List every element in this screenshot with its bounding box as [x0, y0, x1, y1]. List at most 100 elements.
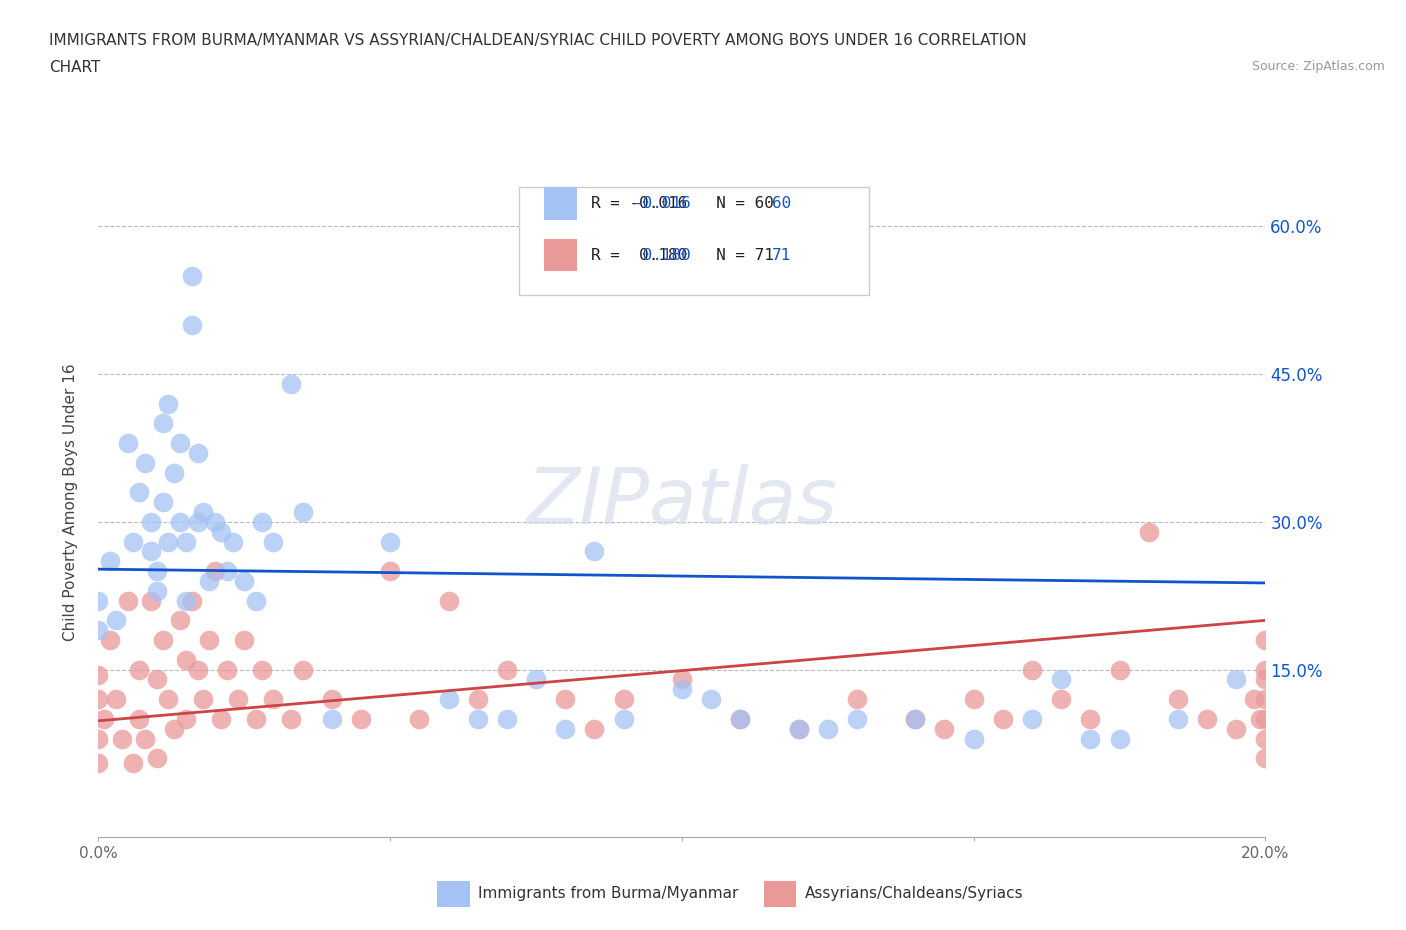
Point [467, 692, 489, 707]
Point [169, 514, 191, 529]
FancyBboxPatch shape [763, 881, 796, 908]
Text: Source: ZipAtlas.com: Source: ZipAtlas.com [1251, 60, 1385, 73]
Point [98, 632, 121, 647]
Point [174, 534, 197, 549]
Point [934, 722, 956, 737]
Point [1243, 692, 1265, 707]
Point [157, 396, 180, 411]
Point [262, 692, 284, 707]
Point [1254, 672, 1277, 687]
Point [1050, 672, 1073, 687]
Point [180, 317, 202, 332]
Text: CHART: CHART [49, 60, 101, 75]
Point [1254, 751, 1277, 765]
Point [146, 751, 169, 765]
FancyBboxPatch shape [519, 188, 869, 295]
Point [1167, 692, 1189, 707]
Point [187, 445, 209, 460]
Point [134, 456, 156, 471]
Point [128, 485, 150, 499]
Point [111, 731, 134, 746]
Point [962, 692, 984, 707]
Point [845, 692, 868, 707]
Point [204, 564, 226, 578]
Point [157, 692, 180, 707]
Point [1225, 722, 1247, 737]
Point [128, 662, 150, 677]
Point [728, 711, 751, 726]
Point [122, 756, 145, 771]
Point [408, 711, 430, 726]
Text: 0.180: 0.180 [633, 247, 690, 262]
Point [1167, 711, 1189, 726]
Point [962, 731, 984, 746]
Point [146, 672, 169, 687]
Point [554, 692, 576, 707]
Point [146, 583, 169, 598]
Text: ZIPatlas: ZIPatlas [526, 464, 838, 540]
Point [845, 711, 868, 726]
Point [233, 632, 256, 647]
Point [174, 652, 197, 667]
Point [1225, 672, 1247, 687]
Point [817, 722, 839, 737]
Point [193, 505, 215, 520]
Point [104, 692, 127, 707]
Point [250, 514, 273, 529]
Point [1195, 711, 1218, 726]
Point [1108, 731, 1130, 746]
Point [87, 756, 110, 771]
Point [215, 564, 238, 578]
Point [1254, 692, 1277, 707]
FancyBboxPatch shape [544, 188, 576, 219]
Point [728, 711, 751, 726]
Point [187, 662, 209, 677]
Point [280, 377, 302, 392]
Point [671, 682, 693, 697]
Point [117, 593, 139, 608]
Text: IMMIGRANTS FROM BURMA/MYANMAR VS ASSYRIAN/CHALDEAN/SYRIAC CHILD POVERTY AMONG BO: IMMIGRANTS FROM BURMA/MYANMAR VS ASSYRIA… [49, 33, 1026, 47]
Point [122, 534, 145, 549]
Point [1137, 525, 1160, 539]
Text: -0.016: -0.016 [633, 196, 690, 211]
Point [209, 525, 232, 539]
FancyBboxPatch shape [544, 239, 576, 272]
Point [245, 593, 267, 608]
Point [204, 514, 226, 529]
Point [671, 672, 693, 687]
Point [104, 613, 127, 628]
Point [1080, 731, 1102, 746]
Point [291, 505, 314, 520]
Point [904, 711, 927, 726]
Point [139, 544, 162, 559]
Text: R =  0.180   N = 71: R = 0.180 N = 71 [591, 247, 773, 262]
Point [524, 672, 547, 687]
Text: Assyrians/Chaldeans/Syriacs: Assyrians/Chaldeans/Syriacs [804, 886, 1024, 901]
Point [1254, 711, 1277, 726]
Point [198, 574, 221, 589]
Point [134, 731, 156, 746]
Point [233, 574, 256, 589]
Point [163, 465, 186, 480]
Point [1254, 662, 1277, 677]
Point [437, 593, 460, 608]
Point [152, 416, 174, 431]
Point [1254, 731, 1277, 746]
Point [87, 692, 110, 707]
Point [495, 711, 517, 726]
Point [787, 722, 810, 737]
Point [209, 711, 232, 726]
Text: R = -0.016   N = 60: R = -0.016 N = 60 [591, 196, 773, 211]
FancyBboxPatch shape [437, 881, 470, 908]
Point [228, 692, 250, 707]
Point [180, 268, 202, 283]
Text: 71: 71 [772, 247, 792, 262]
Point [87, 667, 110, 682]
Point [128, 711, 150, 726]
Point [139, 593, 162, 608]
Point [467, 711, 489, 726]
Point [321, 711, 343, 726]
Point [87, 623, 110, 638]
Point [612, 692, 634, 707]
Point [904, 711, 927, 726]
